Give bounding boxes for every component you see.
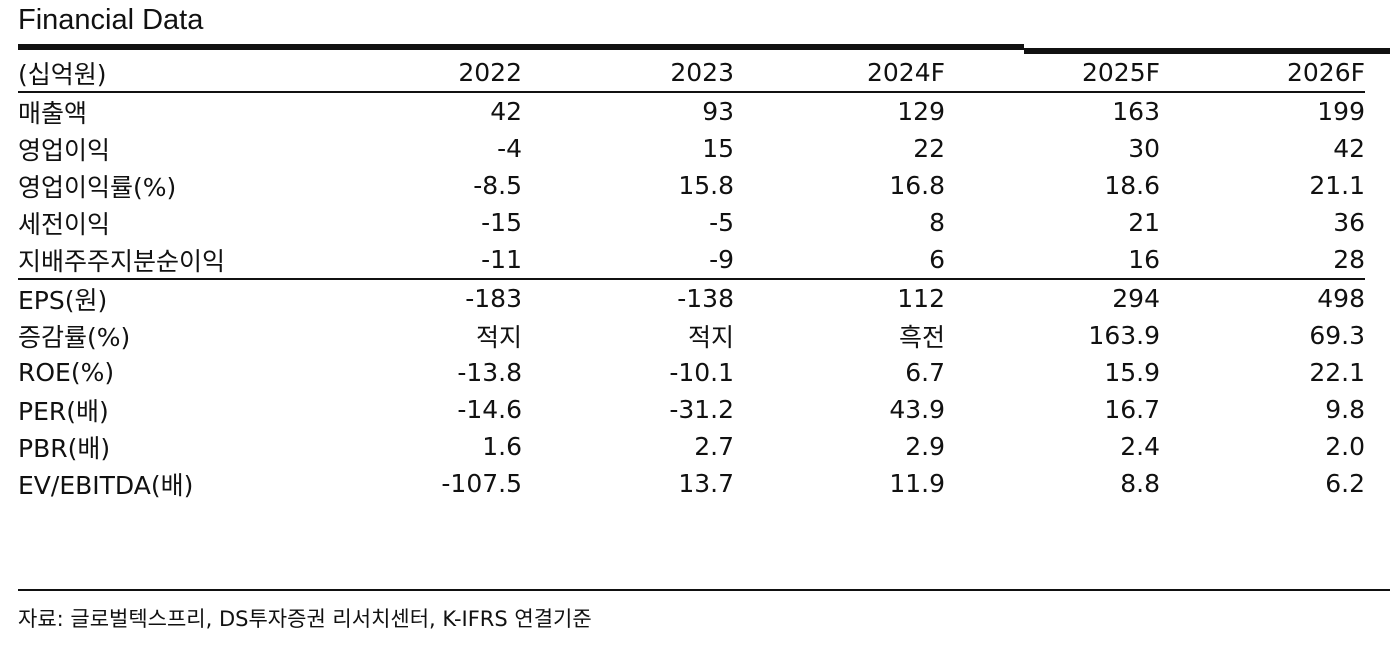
- cell-value: -8.5: [473, 171, 522, 200]
- cell-value: 42: [1333, 134, 1365, 163]
- row-label: EPS(원): [18, 278, 288, 317]
- cell-value: 흑전: [898, 322, 945, 352]
- cell-value: 6: [929, 245, 945, 274]
- cell-value: 129: [734, 91, 945, 130]
- cell-value: 112: [734, 278, 945, 317]
- table-row: 영업이익률(%) -8.5 15.8 16.8 18.6 21.1: [18, 167, 1365, 204]
- table-row: PBR(배) 1.6 2.7 2.9 2.4 2.0: [18, 428, 1365, 465]
- row-label: 세전이익: [18, 209, 111, 239]
- year-header: 2024F: [866, 58, 945, 87]
- year-header: 2022: [458, 58, 522, 87]
- cell-value: 16.7: [1104, 395, 1160, 424]
- table-row: ROE(%) -13.8 -10.1 6.7 15.9 22.1: [18, 354, 1365, 391]
- year-header: 2023: [670, 58, 734, 87]
- year-header: 2025F: [1081, 58, 1160, 87]
- cell-value: -107.5: [441, 469, 522, 498]
- cell-value: 15: [702, 134, 734, 163]
- cell-value: 8.8: [1120, 469, 1160, 498]
- cell-value: -5: [709, 208, 734, 237]
- table-row: PER(배) -14.6 -31.2 43.9 16.7 9.8: [18, 391, 1365, 428]
- cell-value: 적지: [475, 322, 522, 352]
- cell-value: 163: [945, 91, 1160, 130]
- cell-value: 8: [929, 208, 945, 237]
- row-label: ROE(%): [18, 358, 115, 387]
- cell-value: 9.8: [1325, 395, 1365, 424]
- cell-value: 43.9: [889, 395, 945, 424]
- cell-value: 16.8: [889, 171, 945, 200]
- cell-value: 42: [288, 91, 522, 130]
- cell-value: 93: [522, 91, 734, 130]
- financial-data-table: (십억원) 2022 2023 2024F 2025F 2026F 매출액 42…: [18, 54, 1365, 502]
- cell-value: 163.9: [1088, 321, 1160, 350]
- table-row: 지배주주지분순이익 -11 -9 6 16 28: [18, 241, 1365, 279]
- cell-value: -14.6: [457, 395, 522, 424]
- cell-value: 21.1: [1309, 171, 1365, 200]
- cell-value: 498: [1160, 278, 1365, 317]
- source-note: 자료: 글로벌텍스프리, DS투자증권 리서치센터, K-IFRS 연결기준: [18, 607, 592, 631]
- header-top-rule-right: [1024, 48, 1390, 54]
- cell-value: 2.9: [905, 432, 945, 461]
- row-label: EV/EBITDA(배): [18, 470, 194, 500]
- cell-value: 22: [913, 134, 945, 163]
- row-label: 영업이익률(%): [18, 172, 177, 202]
- cell-value: 294: [945, 278, 1160, 317]
- cell-value: -10.1: [669, 358, 734, 387]
- table-row: 영업이익 -4 15 22 30 42: [18, 130, 1365, 167]
- cell-value: 69.3: [1309, 321, 1365, 350]
- table-row: EPS(원) -183 -138 112 294 498: [18, 278, 1365, 317]
- cell-value: 16: [1128, 245, 1160, 274]
- cell-value: -9: [709, 245, 734, 274]
- cell-value: 18.6: [1104, 171, 1160, 200]
- cell-value: -15: [481, 208, 522, 237]
- row-label: 영업이익: [18, 135, 111, 165]
- cell-value: 13.7: [678, 469, 734, 498]
- cell-value: 6.2: [1325, 469, 1365, 498]
- cell-value: 28: [1333, 245, 1365, 274]
- header-top-rule-left: [18, 44, 1024, 50]
- year-header: 2026F: [1286, 58, 1365, 87]
- row-label: PBR(배): [18, 433, 111, 463]
- cell-value: 11.9: [889, 469, 945, 498]
- header-row: (십억원) 2022 2023 2024F 2025F 2026F: [18, 54, 1365, 92]
- cell-value: -13.8: [457, 358, 522, 387]
- cell-value: 15.9: [1104, 358, 1160, 387]
- table-row: EV/EBITDA(배) -107.5 13.7 11.9 8.8 6.2: [18, 465, 1365, 502]
- cell-value: -11: [481, 245, 522, 274]
- cell-value: 36: [1333, 208, 1365, 237]
- cell-value: 2.4: [1120, 432, 1160, 461]
- cell-value: 6.7: [905, 358, 945, 387]
- cell-value: -183: [288, 278, 522, 317]
- cell-value: 21: [1128, 208, 1160, 237]
- cell-value: 적지: [687, 322, 734, 352]
- cell-value: 22.1: [1309, 358, 1365, 387]
- table-row: 증감률(%) 적지 적지 흑전 163.9 69.3: [18, 317, 1365, 354]
- cell-value: 15.8: [678, 171, 734, 200]
- table-row: 매출액 42 93 129 163 199: [18, 91, 1365, 130]
- cell-value: -4: [497, 134, 522, 163]
- cell-value: 2.7: [694, 432, 734, 461]
- cell-value: 199: [1160, 91, 1365, 130]
- cell-value: 1.6: [482, 432, 522, 461]
- cell-value: 2.0: [1325, 432, 1365, 461]
- row-label: 매출액: [18, 91, 288, 130]
- unit-header: (십억원): [18, 59, 107, 89]
- table-row: 세전이익 -15 -5 8 21 36: [18, 204, 1365, 241]
- row-label: 지배주주지분순이익: [18, 246, 226, 276]
- table-title: Financial Data: [18, 4, 204, 36]
- cell-value: -138: [522, 278, 734, 317]
- cell-value: 30: [1128, 134, 1160, 163]
- row-label: 증감률(%): [18, 322, 131, 352]
- table-bottom-rule: [18, 589, 1390, 591]
- row-label: PER(배): [18, 396, 109, 426]
- cell-value: -31.2: [669, 395, 734, 424]
